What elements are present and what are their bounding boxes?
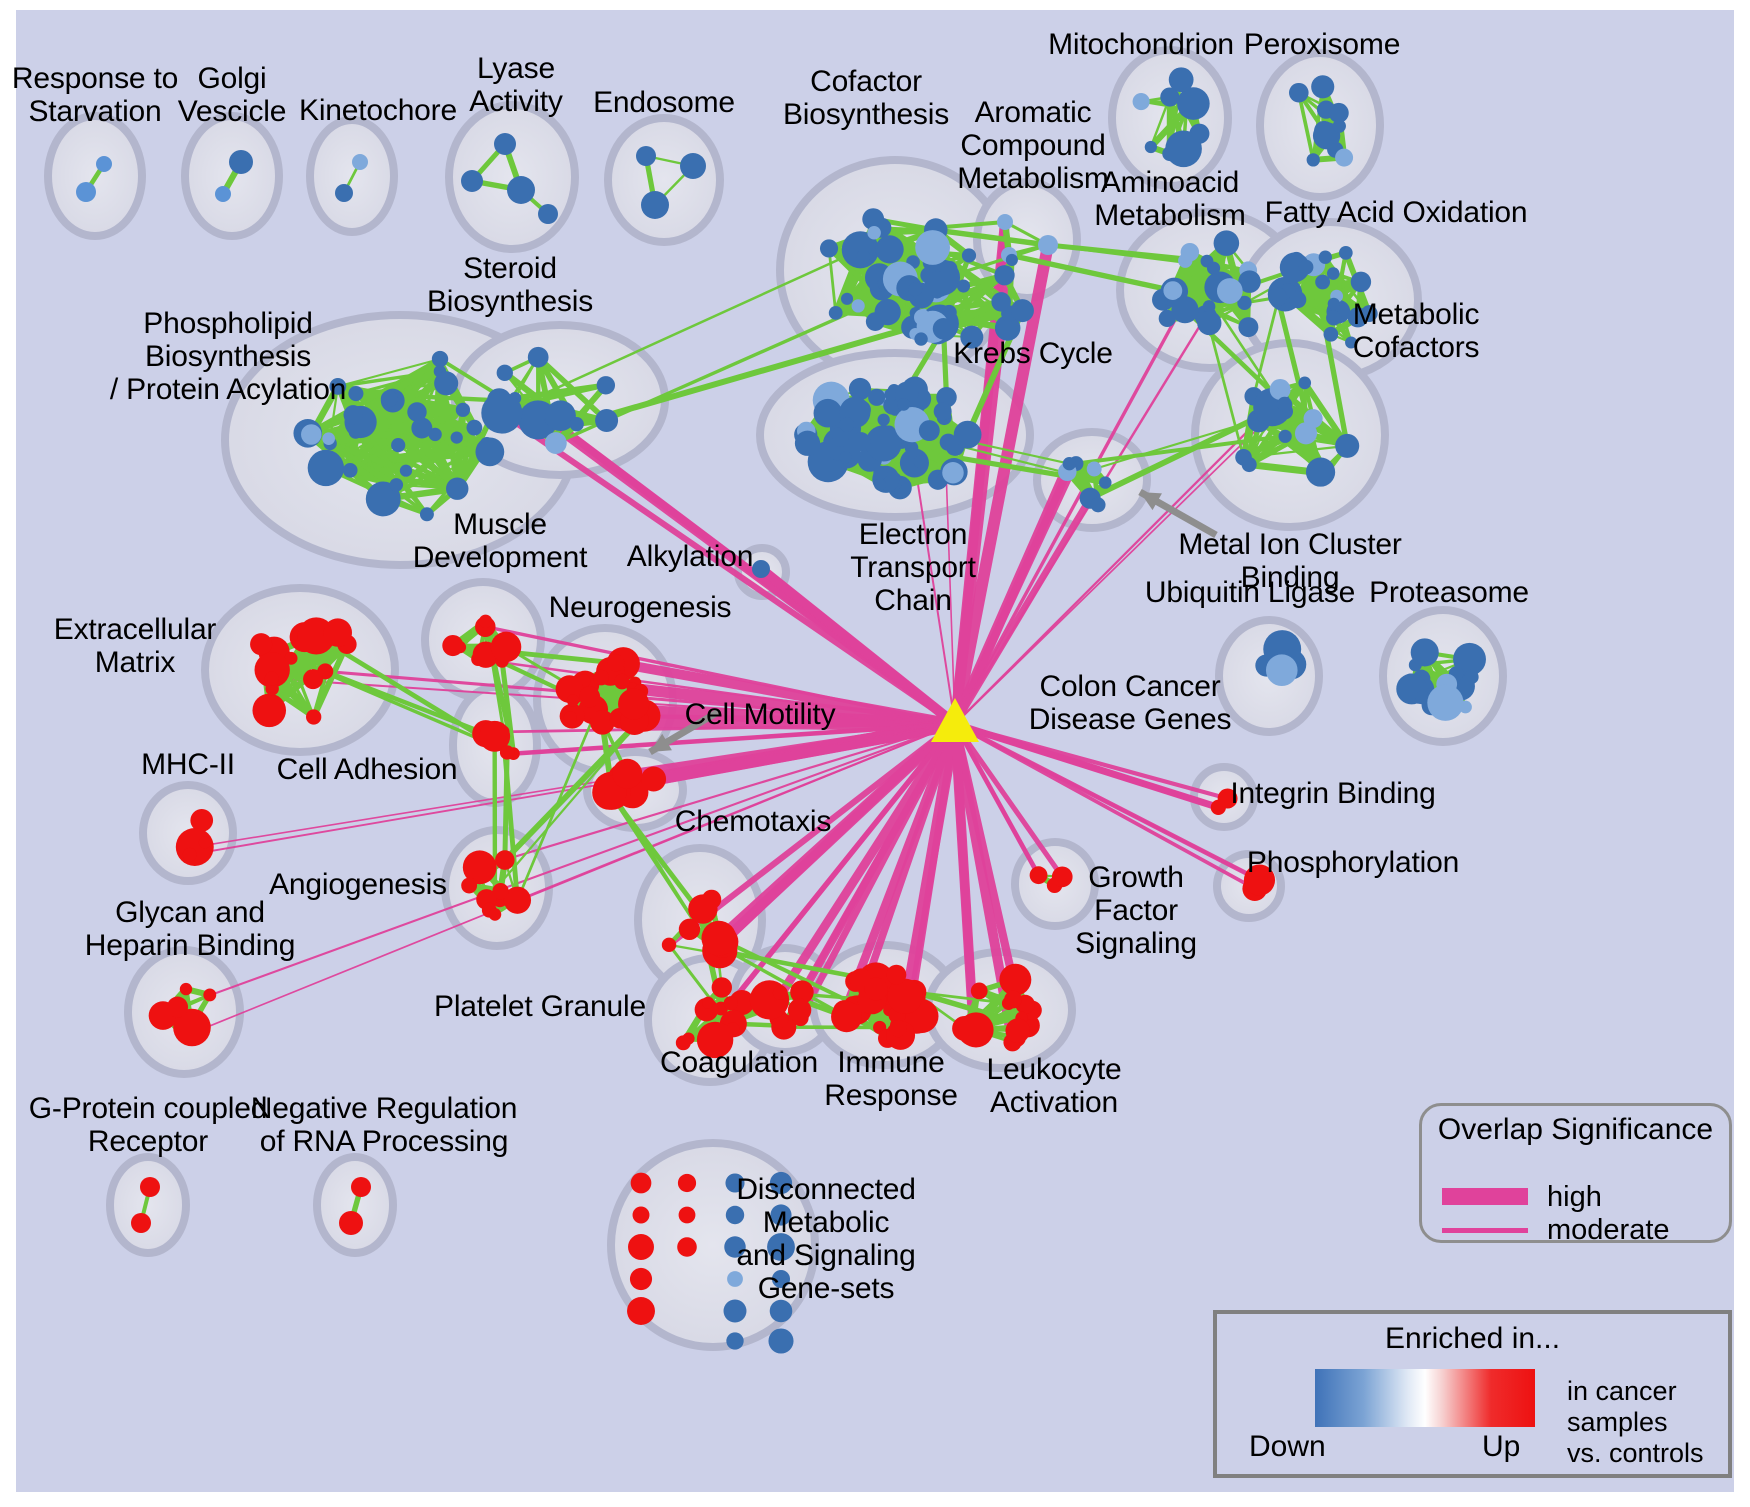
cluster-label-chemotaxis: Chemotaxis bbox=[674, 805, 832, 838]
hub-node[interactable] bbox=[931, 698, 979, 742]
cluster-label-extracellular-matrix: Extracellular Matrix bbox=[53, 613, 217, 679]
cluster-label-growth-factor-signaling: Growth Factor Signaling bbox=[1075, 861, 1197, 960]
cluster-label-disconnected-metabolic-and-signaling-gene-sets: Disconnected Metabolic and Signaling Gen… bbox=[736, 1173, 916, 1305]
cluster-label-alkylation: Alkylation bbox=[626, 540, 754, 573]
legend-overlap-significance: Overlap Significance high moderate bbox=[1419, 1103, 1732, 1246]
cluster-label-cofactor-biosynthesis: Cofactor Biosynthesis bbox=[782, 65, 949, 131]
hub-edges bbox=[177, 221, 1306, 1044]
cluster-label-kinetochore: Kinetochore bbox=[299, 94, 457, 127]
cluster-label-aromatic-compound-metabolism: Aromatic Compound Metabolism bbox=[957, 96, 1109, 195]
cluster-label-metabolic-cofactors: Metabolic Cofactors bbox=[1352, 298, 1480, 364]
legend-moderate-label: moderate bbox=[1547, 1214, 1670, 1246]
legend-color-gradient-bar bbox=[1315, 1369, 1535, 1427]
cluster-label-aminoacid-metabolism: Aminoacid Metabolism bbox=[1094, 166, 1246, 232]
cluster-label-response-to-starvation: Response to Starvation bbox=[11, 62, 179, 128]
cluster-label-steroid-biosynthesis: Steroid Biosynthesis bbox=[426, 252, 593, 318]
annotation-arrows bbox=[648, 488, 1218, 756]
gene-set-nodes bbox=[76, 67, 1486, 1354]
cluster-label-glycan-and-heparin-binding: Glycan and Heparin Binding bbox=[84, 896, 296, 962]
cluster-label-lyase-activity: Lyase Activity bbox=[469, 52, 563, 118]
cluster-label-endosome: Endosome bbox=[593, 86, 735, 119]
legend-high-label: high bbox=[1547, 1181, 1602, 1213]
cluster-label-angiogenesis: Angiogenesis bbox=[269, 868, 447, 901]
legend-down-label: Down bbox=[1249, 1430, 1326, 1463]
cluster-label-krebs-cycle: Krebs Cycle bbox=[953, 337, 1113, 370]
cluster-label-immune-response: Immune Response bbox=[824, 1046, 958, 1112]
legend-overlap-title: Overlap Significance bbox=[1437, 1113, 1714, 1146]
cluster-label-cell-adhesion: Cell Adhesion bbox=[276, 753, 458, 786]
cluster-label-platelet-granule: Platelet Granule bbox=[434, 990, 646, 1023]
hub-label-colon-cancer-disease-genes: Colon Cancer Disease Genes bbox=[1028, 670, 1232, 736]
cluster-label-ubiquitin-ligase: Ubiquitin Ligase bbox=[1144, 576, 1356, 609]
cluster-label-peroxisome: Peroxisome bbox=[1243, 28, 1401, 61]
legend-high-swatch bbox=[1442, 1188, 1528, 1205]
cluster-label-mitochondrion: Mitochondrion bbox=[1048, 28, 1234, 61]
cluster-label-integrin-binding: Integrin Binding bbox=[1230, 777, 1436, 810]
cluster-label-coagulation: Coagulation bbox=[660, 1046, 818, 1079]
cluster-label-neurogenesis: Neurogenesis bbox=[548, 591, 732, 624]
cluster-label-cell-motility: Cell Motility bbox=[684, 698, 836, 731]
cluster-label-mhc-ii: MHC-II bbox=[141, 748, 235, 781]
legend-enriched-in: Enriched in... Down Up in cancer samples… bbox=[1213, 1310, 1732, 1478]
legend-enriched-note: in cancer samples vs. controls bbox=[1567, 1376, 1704, 1468]
legend-enriched-title: Enriched in... bbox=[1384, 1322, 1561, 1355]
cluster-label-fatty-acid-oxidation: Fatty Acid Oxidation bbox=[1264, 196, 1528, 229]
cluster-label-leukocyte-activation: Leukocyte Activation bbox=[986, 1053, 1122, 1119]
cluster-label-metal-ion-cluster-binding: Metal Ion Cluster Binding bbox=[1178, 528, 1402, 594]
cluster-label-phosphorylation: Phosphorylation bbox=[1246, 846, 1460, 879]
cluster-label-g-protein-coupled-receptor: G-Protein coupled Receptor bbox=[28, 1092, 268, 1158]
cluster-label-proteasome: Proteasome bbox=[1369, 576, 1529, 609]
cluster-label-electron-transport-chain: Electron Transport Chain bbox=[850, 518, 976, 617]
cluster-label-golgi-vescicle: Golgi Vescicle bbox=[177, 62, 287, 128]
legend-moderate-swatch bbox=[1442, 1228, 1528, 1233]
cluster-label-muscle-development: Muscle Development bbox=[412, 508, 588, 574]
cluster-label-negative-regulation-of-rna-processing: Negative Regulation of RNA Processing bbox=[250, 1092, 518, 1158]
legend-up-label: Up bbox=[1482, 1430, 1521, 1463]
cluster-label-phospholipid-biosynthesis-protein-acylation: Phospholipid Biosynthesis / Protein Acyl… bbox=[109, 307, 347, 406]
